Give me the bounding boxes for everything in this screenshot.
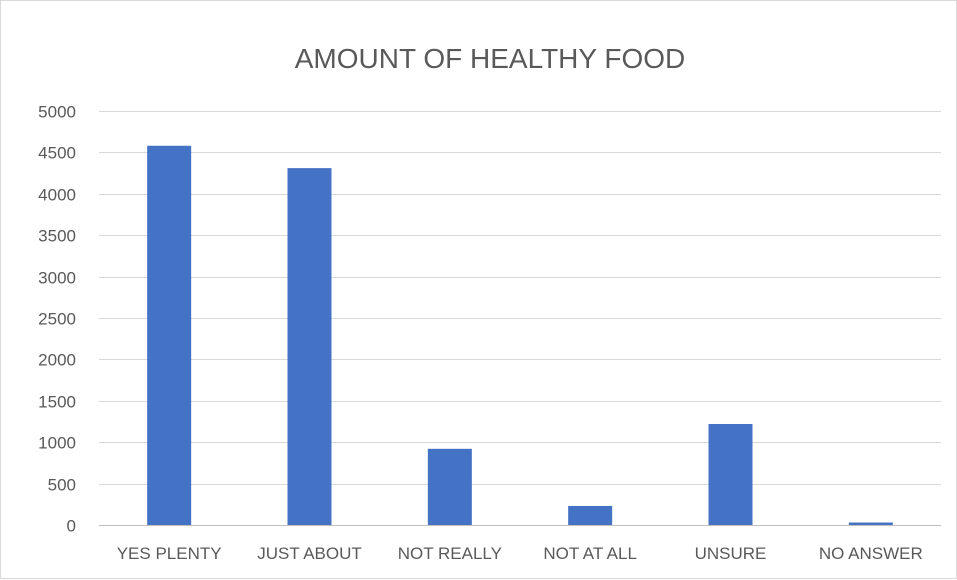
x-tick-label: NOT REALLY	[398, 544, 502, 563]
y-tick-label: 4500	[38, 144, 76, 163]
x-tick-label: YES PLENTY	[117, 544, 222, 563]
bars	[147, 145, 893, 525]
x-tick-label: NO ANSWER	[819, 544, 923, 563]
bar	[427, 448, 472, 525]
bar	[848, 522, 893, 525]
bar	[147, 145, 192, 525]
y-axis-ticks: 0 500 1000 1500 2000 2500 3000 3500 4000 4500 5000	[38, 103, 76, 536]
x-tick-label: JUST ABOUT	[257, 544, 362, 563]
x-tick-label: UNSURE	[695, 544, 767, 563]
bar	[568, 505, 613, 525]
y-tick-label: 3500	[38, 227, 76, 246]
y-tick-label: 5000	[38, 103, 76, 122]
y-tick-label: 500	[48, 476, 76, 495]
bar	[287, 168, 332, 525]
y-tick-label: 0	[67, 517, 76, 536]
chart-title: AMOUNT OF HEALTHY FOOD	[295, 43, 685, 74]
y-tick-label: 2500	[38, 310, 76, 329]
y-tick-label: 2000	[38, 351, 76, 370]
y-tick-label: 1500	[38, 393, 76, 412]
y-tick-label: 1000	[38, 434, 76, 453]
y-tick-label: 4000	[38, 186, 76, 205]
x-tick-label: NOT AT ALL	[543, 544, 637, 563]
bar	[708, 423, 753, 525]
gridlines	[99, 111, 941, 526]
x-axis-ticks: YES PLENTY JUST ABOUT NOT REALLY NOT AT ALL…	[117, 544, 923, 563]
y-tick-label: 3000	[38, 269, 76, 288]
